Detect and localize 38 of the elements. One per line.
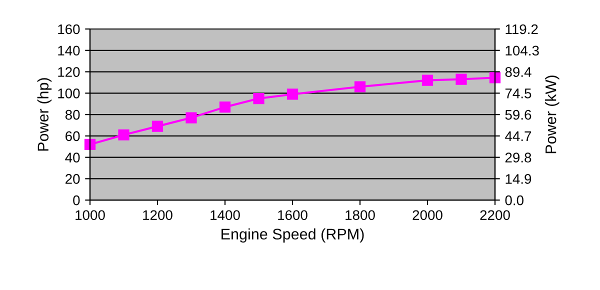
y2-axis-title: Power (kW)	[545, 76, 560, 154]
x-axis-title: Engine Speed (RPM)	[222, 228, 364, 243]
y2-tick-label: 14.9	[506, 174, 532, 184]
x-tick-label: 1400	[210, 210, 240, 220]
y2-tick-label: 59.6	[505, 110, 532, 120]
point	[253, 92, 264, 104]
y2-tick-label: 104.3	[506, 46, 539, 56]
y-tick-label: 0	[73, 195, 80, 206]
point	[152, 120, 164, 132]
y2-tick-label: 44.7	[505, 131, 532, 141]
x-tick-label: 1800	[346, 210, 375, 220]
point	[118, 129, 130, 140]
y2-tick-label: 89.4	[505, 67, 532, 77]
point	[422, 74, 434, 86]
y2-tick-label: 0.0	[505, 195, 524, 206]
y-tick-label: 20	[66, 174, 80, 184]
y-tick-label: 140	[58, 46, 80, 56]
y-axis-title: Power (hp)	[37, 78, 52, 151]
y-tick-label: 160	[58, 24, 80, 34]
point	[219, 102, 231, 113]
y-tick-label: 60	[66, 131, 80, 142]
y2-tick-label: 29.8	[505, 152, 532, 162]
point	[186, 112, 197, 124]
y-tick-label: 40	[65, 152, 80, 162]
point	[354, 81, 366, 92]
x-tick-label: 2000	[412, 210, 442, 220]
x-tick-label: 1600	[278, 210, 308, 220]
point	[456, 74, 467, 85]
x-tick-label: 1200	[143, 210, 172, 220]
point	[286, 88, 298, 100]
y-tick-label: 100	[58, 88, 80, 98]
point	[84, 138, 96, 150]
y-tick-label: 80	[65, 110, 80, 120]
y2-tick-label: 74.5	[505, 88, 532, 98]
x-tick-label: 1000	[76, 210, 105, 220]
y2-tick-label: 119.2	[506, 24, 538, 34]
y-tick-label: 120	[58, 67, 80, 77]
x-tick-label: 2200	[480, 210, 510, 220]
